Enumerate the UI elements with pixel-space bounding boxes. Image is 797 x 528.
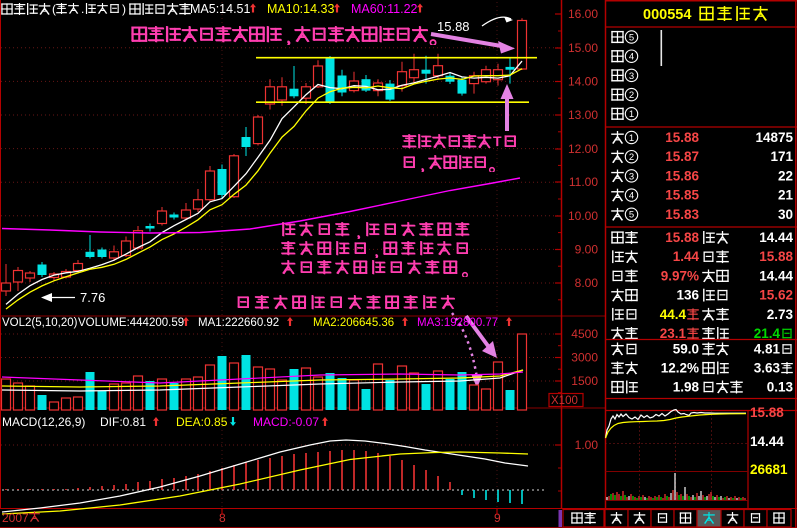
svg-text:4500: 4500: [571, 327, 598, 341]
svg-text:14875: 14875: [755, 130, 793, 145]
svg-text:0.13: 0.13: [767, 380, 794, 395]
svg-text:3000: 3000: [571, 351, 598, 365]
svg-text:MACD(12,26,9): MACD(12,26,9): [2, 415, 85, 429]
svg-text:MA2:206645.36: MA2:206645.36: [313, 317, 394, 329]
svg-text:136: 136: [676, 288, 699, 303]
svg-text:22: 22: [778, 168, 793, 183]
svg-text:4: 4: [629, 52, 634, 63]
svg-text:2.73: 2.73: [767, 307, 794, 322]
svg-text:1.00: 1.00: [575, 438, 599, 452]
svg-text:MA10:14.33: MA10:14.33: [267, 2, 334, 16]
svg-text:59.0: 59.0: [673, 342, 699, 357]
svg-text:15.86: 15.86: [665, 168, 699, 183]
svg-text:7.76: 7.76: [80, 290, 105, 305]
svg-text:2: 2: [629, 152, 634, 163]
svg-text:15.62: 15.62: [759, 288, 793, 303]
svg-text:MACD:-0.07: MACD:-0.07: [253, 415, 319, 429]
svg-text:4: 4: [629, 191, 634, 202]
svg-text:15.88: 15.88: [665, 230, 699, 245]
svg-text:12.00: 12.00: [568, 142, 598, 156]
svg-text:15.83: 15.83: [665, 207, 699, 222]
svg-text:13.00: 13.00: [568, 108, 598, 122]
svg-text:26681: 26681: [750, 462, 788, 477]
svg-text:VOLUME:444200.59: VOLUME:444200.59: [78, 317, 184, 329]
svg-text:MA1:222660.92: MA1:222660.92: [198, 317, 279, 329]
svg-text:9.00: 9.00: [575, 243, 599, 257]
svg-text:21: 21: [778, 188, 794, 203]
svg-text:5: 5: [629, 32, 634, 43]
svg-text:DEA:0.85: DEA:0.85: [176, 415, 228, 429]
svg-text:.: .: [81, 2, 84, 16]
svg-text:171: 171: [770, 149, 793, 164]
svg-text:1.44: 1.44: [673, 249, 700, 264]
svg-text:30: 30: [778, 207, 793, 222]
svg-text:2007: 2007: [2, 511, 29, 525]
svg-text:000554: 000554: [643, 7, 691, 23]
svg-text:11.00: 11.00: [569, 175, 598, 189]
svg-text:VOL2(5,10,20): VOL2(5,10,20): [2, 317, 78, 329]
svg-text:9: 9: [494, 511, 501, 525]
svg-text:3: 3: [629, 171, 634, 182]
svg-text:16.00: 16.00: [568, 7, 598, 21]
svg-text:15.88: 15.88: [750, 405, 784, 420]
svg-text:15.85: 15.85: [665, 188, 699, 203]
svg-text:14.44: 14.44: [759, 268, 793, 283]
svg-text:MA3:192800.77: MA3:192800.77: [417, 317, 498, 329]
svg-text:(: (: [52, 2, 56, 16]
svg-text:T: T: [493, 133, 502, 149]
svg-text:4.81: 4.81: [754, 342, 781, 357]
svg-text:): ): [122, 2, 126, 16]
svg-text:21.4: 21.4: [754, 326, 781, 341]
svg-text:8: 8: [219, 511, 226, 525]
svg-text:23.1: 23.1: [660, 326, 687, 341]
svg-text:1: 1: [629, 109, 634, 120]
svg-text:14.44: 14.44: [750, 434, 784, 449]
svg-text:5: 5: [629, 210, 634, 221]
svg-text:1: 1: [629, 133, 634, 144]
svg-text:3: 3: [629, 71, 634, 82]
svg-text:12.2%: 12.2%: [661, 361, 699, 376]
svg-text:15.00: 15.00: [568, 41, 598, 55]
svg-text:MA60:11.22: MA60:11.22: [351, 2, 418, 16]
svg-text:15.88: 15.88: [759, 249, 793, 264]
svg-text:1500: 1500: [571, 374, 598, 388]
svg-text:44.4: 44.4: [660, 307, 687, 322]
svg-text:3.63: 3.63: [754, 361, 781, 376]
svg-text:14.44: 14.44: [759, 230, 793, 245]
svg-text:1.98: 1.98: [673, 380, 700, 395]
svg-text:X100: X100: [551, 395, 578, 407]
svg-text:15.88: 15.88: [437, 19, 470, 34]
svg-text:9.97%: 9.97%: [661, 268, 699, 283]
svg-text:14.00: 14.00: [568, 75, 598, 89]
svg-text:MA5:14.51: MA5:14.51: [190, 2, 251, 16]
svg-text:2: 2: [629, 90, 634, 101]
svg-text:10.00: 10.00: [568, 209, 598, 223]
svg-text:15.87: 15.87: [665, 149, 699, 164]
svg-text:DIF:0.81: DIF:0.81: [100, 415, 146, 429]
svg-text:8.00: 8.00: [575, 276, 599, 290]
svg-text:15.88: 15.88: [665, 130, 699, 145]
